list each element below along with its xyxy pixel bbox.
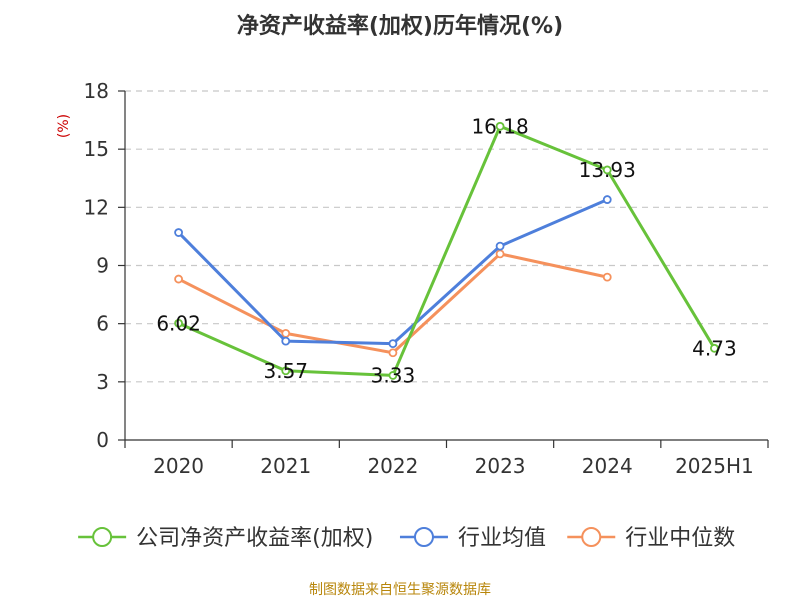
- data-point: [495, 121, 505, 131]
- legend-item[interactable]: 公司净资产收益率(加权): [78, 526, 373, 551]
- x-tick-label: 2024: [582, 454, 633, 478]
- data-label: 13.93: [579, 158, 636, 182]
- data-point: [174, 274, 183, 284]
- source-note: 制图数据来自恒生聚源数据库: [309, 582, 491, 598]
- x-tick-label: 2025H1: [675, 454, 754, 478]
- data-label: 3.33: [371, 363, 416, 387]
- y-tick-label: 12: [84, 195, 109, 219]
- data-point: [495, 249, 505, 259]
- data-point: [602, 272, 612, 282]
- legend-marker-icon: [92, 527, 113, 547]
- legend-item[interactable]: 行业均值: [399, 526, 546, 551]
- y-tick-label: 9: [96, 254, 109, 278]
- data-point: [174, 228, 183, 237]
- data-label: 3.57: [263, 359, 308, 383]
- y-tick-label: 15: [84, 137, 109, 161]
- legend-marker-icon: [413, 527, 434, 547]
- grid-lines: [125, 90, 768, 383]
- data-label: 6.02: [156, 311, 201, 335]
- series-lines: [174, 121, 719, 380]
- series-line: [177, 252, 608, 355]
- legend-label: 公司净资产收益率(加权): [136, 526, 373, 551]
- data-point: [174, 318, 183, 328]
- x-tick-label: 2020: [153, 454, 204, 478]
- x-tick-label: 2023: [475, 454, 526, 478]
- legend: 公司净资产收益率(加权) 行业均值 行业中位数: [78, 526, 735, 551]
- data-point: [281, 328, 291, 338]
- series-line: [177, 198, 608, 346]
- data-label: 16.18: [471, 114, 528, 138]
- x-tick-label: 2021: [260, 454, 311, 478]
- y-tick-label: 18: [84, 79, 109, 103]
- legend-label: 行业中位数: [625, 526, 735, 551]
- legend-label: 行业均值: [458, 526, 546, 551]
- data-point: [281, 336, 291, 346]
- legend-marker-icon: [581, 527, 602, 547]
- y-tick-label: 0: [96, 428, 109, 452]
- axes: 0 3 6 9 12 15 18 2020 2021 2022 2023 2024 2025H1: [84, 79, 769, 478]
- data-point: [710, 343, 719, 353]
- data-point: [281, 366, 291, 376]
- chart-title: 净资产收益率(加权)历年情况(%): [237, 13, 563, 39]
- series-2: [174, 195, 612, 349]
- y-tick-label: 3: [96, 370, 109, 394]
- series-line: [177, 124, 716, 377]
- data-point: [388, 339, 398, 349]
- data-labels: 6.02 3.57 3.33 16.18 13.93 4.73: [156, 114, 736, 387]
- series-1: [174, 121, 719, 380]
- data-label: 4.73: [692, 336, 737, 360]
- data-point: [602, 195, 612, 204]
- legend-item[interactable]: 行业中位数: [567, 526, 735, 551]
- y-tick-label: 6: [96, 312, 109, 336]
- x-tick-label: 2022: [367, 454, 418, 478]
- data-point: [495, 241, 505, 251]
- y-axis-label: (%): [56, 114, 72, 138]
- data-point: [388, 348, 398, 358]
- data-point: [388, 371, 398, 380]
- data-point: [602, 165, 612, 175]
